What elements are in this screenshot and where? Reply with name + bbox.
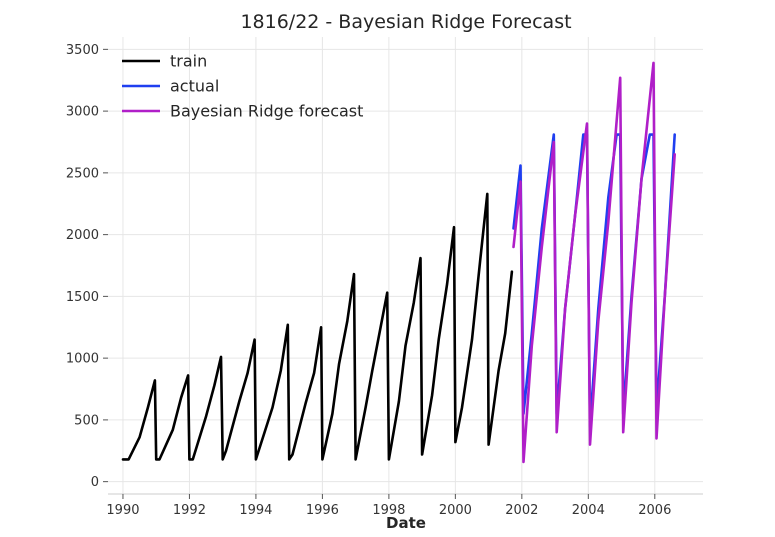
x-tick-label: 2006 — [638, 503, 671, 518]
x-tick-label: 2000 — [439, 503, 472, 518]
y-tick-label: 2500 — [66, 166, 99, 181]
x-tick-label: 2002 — [505, 503, 538, 518]
x-tick-label: 1998 — [372, 503, 405, 518]
series-line-train — [121, 192, 514, 461]
legend-label-train: train — [170, 52, 207, 71]
y-tick-label: 1000 — [66, 352, 99, 367]
x-axis-label: Date — [386, 514, 426, 532]
axis-ticks: 0 500 1000 1500 2000 2500 3000 3500 1990 1992 1994… — [66, 43, 703, 518]
x-tick-label: 1994 — [239, 503, 272, 518]
legend-label-bayesian-ridge-forecast: Bayesian Ridge forecast — [170, 102, 363, 121]
chart-title: 1816/22 - Bayesian Ridge Forecast — [240, 11, 571, 33]
x-tick-label: 2004 — [572, 503, 605, 518]
legend[interactable]: train actual Bayesian Ridge forecast — [122, 52, 363, 121]
y-tick-label: 3000 — [66, 105, 99, 120]
y-tick-label: 3500 — [66, 43, 99, 58]
y-tick-label: 1500 — [66, 290, 99, 305]
x-tick-label: 1992 — [173, 503, 206, 518]
series-line-bayesian-ridge-forecast — [512, 61, 676, 464]
y-tick-label: 500 — [74, 413, 99, 428]
x-tick-label: 1990 — [106, 503, 139, 518]
legend-label-actual: actual — [170, 77, 219, 96]
plot-area — [121, 61, 676, 464]
y-tick-label: 2000 — [66, 228, 99, 243]
x-tick-label: 1996 — [306, 503, 339, 518]
y-tick-label: 0 — [91, 475, 99, 490]
